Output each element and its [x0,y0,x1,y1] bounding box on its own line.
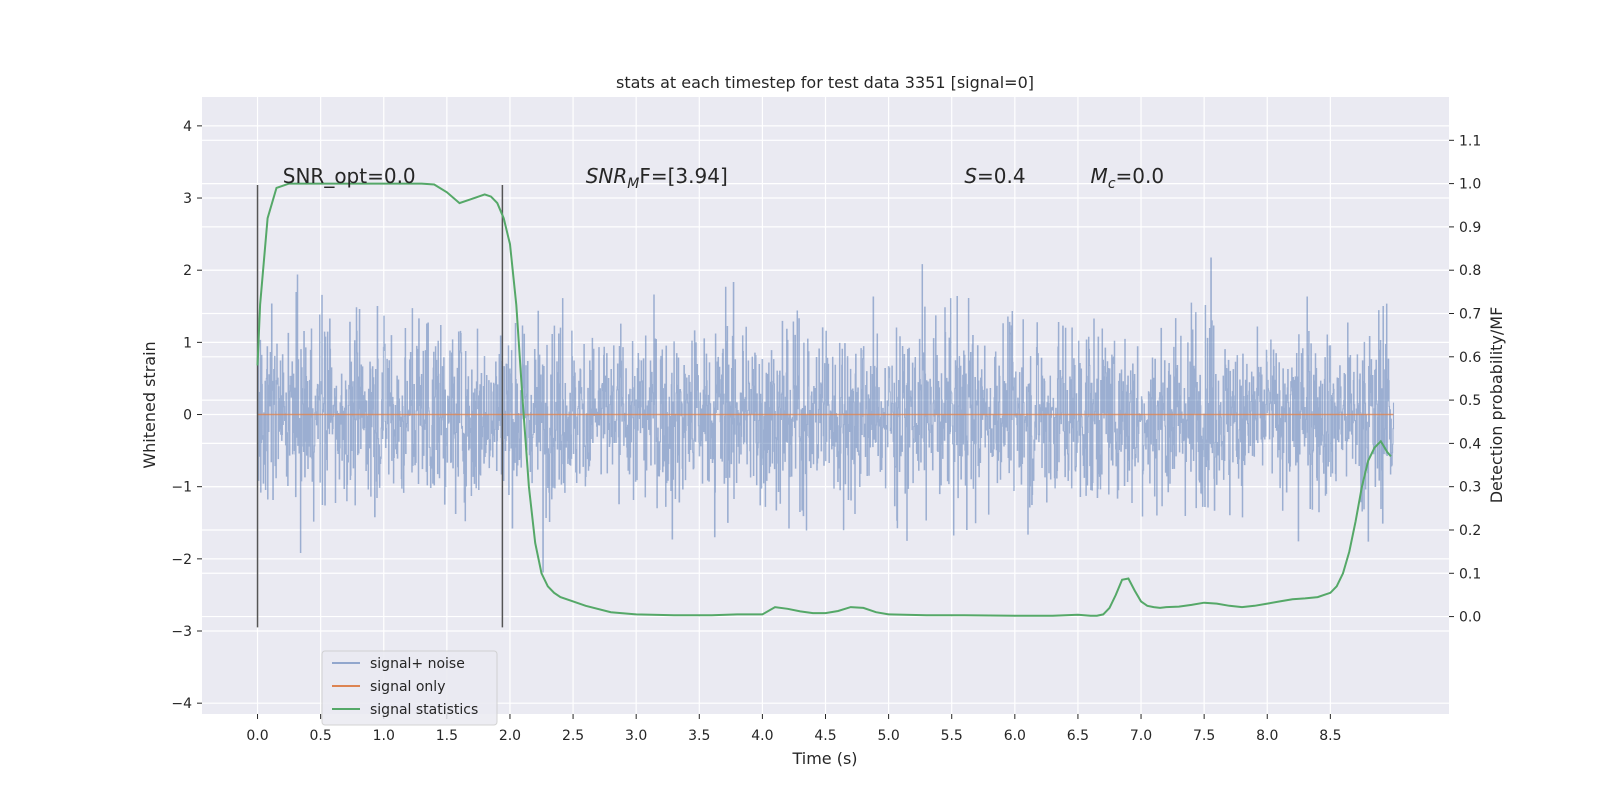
y2-axis-ticks: 1.1 1.0 0.9 0.8 0.7 0.6 0.5 0.4 0.3 0.2 0.1 0.0 [1449,133,1481,626]
legend-box [321,650,498,726]
x-tick-label: 0.5 [310,728,332,744]
x-axis-label: Time (s) [791,749,857,768]
annotation: Mc=0.0 [1091,164,1165,192]
noise-trace [256,257,1395,573]
y-tick-label: −1 [171,480,192,496]
y2-tick-label: 0.8 [1459,263,1481,279]
x-tick-label: 4.0 [751,728,773,744]
x-tick-label: 4.5 [814,728,836,744]
y2-tick-label: 0.3 [1459,480,1481,496]
y-tick-label: 0 [183,408,192,424]
x-tick-label: 6.5 [1067,728,1089,744]
annotation: SNR_opt=0.0 [283,164,416,188]
legend-label-signal-only: signal only [370,679,445,695]
y2-tick-label: 0.1 [1459,566,1481,582]
x-axis-ticks: 0.0 0.5 1.0 1.5 2.0 2.5 3.0 3.5 4.0 4.5 5.0 5.5 6.0 6… [246,714,1341,744]
y-axis-label: Whitened strain [140,341,159,468]
x-tick-label: 3.5 [688,728,710,744]
y2-tick-label: 0.9 [1459,220,1481,236]
y2-tick-label: 1.0 [1459,177,1481,193]
y-tick-label: 2 [183,263,192,279]
y-tick-label: 1 [183,335,192,351]
y2-tick-label: 0.7 [1459,306,1481,322]
y2-axis-label: Detection probability/MF [1487,307,1506,504]
x-tick-label: 2.0 [499,728,521,744]
signal-statistics-series [256,182,1392,617]
x-tick-label: 3.0 [625,728,647,744]
x-tick-label: 8.5 [1319,728,1341,744]
x-tick-label: 8.0 [1256,728,1278,744]
y2-tick-label: 0.6 [1459,350,1481,366]
y2-tick-label: 0.0 [1459,610,1481,626]
y2-tick-label: 0.4 [1459,436,1481,452]
y2-tick-label: 0.5 [1459,393,1481,409]
x-tick-label: 6.0 [1004,728,1026,744]
x-tick-label: 7.0 [1130,728,1152,744]
legend-label-statistics: signal statistics [370,702,478,718]
statistics-line [256,182,1392,617]
x-tick-label: 1.0 [373,728,395,744]
y-tick-label: −3 [171,624,192,640]
y-tick-label: −2 [171,552,192,568]
x-tick-label: 5.5 [941,728,963,744]
y2-tick-label: 1.1 [1459,133,1481,149]
x-tick-label: 7.5 [1193,728,1215,744]
y-tick-label: −4 [171,696,192,712]
annotation: SNRMF=[3.94] [586,164,728,192]
x-tick-label: 2.5 [562,728,584,744]
signal-noise-series [256,257,1395,573]
y-tick-label: 4 [183,119,192,135]
annotations: SNR_opt=0.0 SNRMF=[3.94] S=0.4 Mc=0.0 [283,164,1164,192]
x-tick-label: 0.0 [246,728,268,744]
x-tick-label: 1.5 [436,728,458,744]
legend-label-noise: signal+ noise [370,656,465,672]
chart-title: stats at each timestep for test data 335… [616,73,1034,92]
vertical-markers [256,185,504,628]
annotation: S=0.4 [964,164,1025,188]
x-tick-label: 5.0 [877,728,899,744]
y-axis-ticks: 4 3 2 1 0 −1 −2 −3 −4 [171,119,202,712]
y-tick-label: 3 [183,191,192,207]
y2-tick-label: 0.2 [1459,523,1481,539]
legend: signal+ noise signal only signal statist… [321,650,498,726]
